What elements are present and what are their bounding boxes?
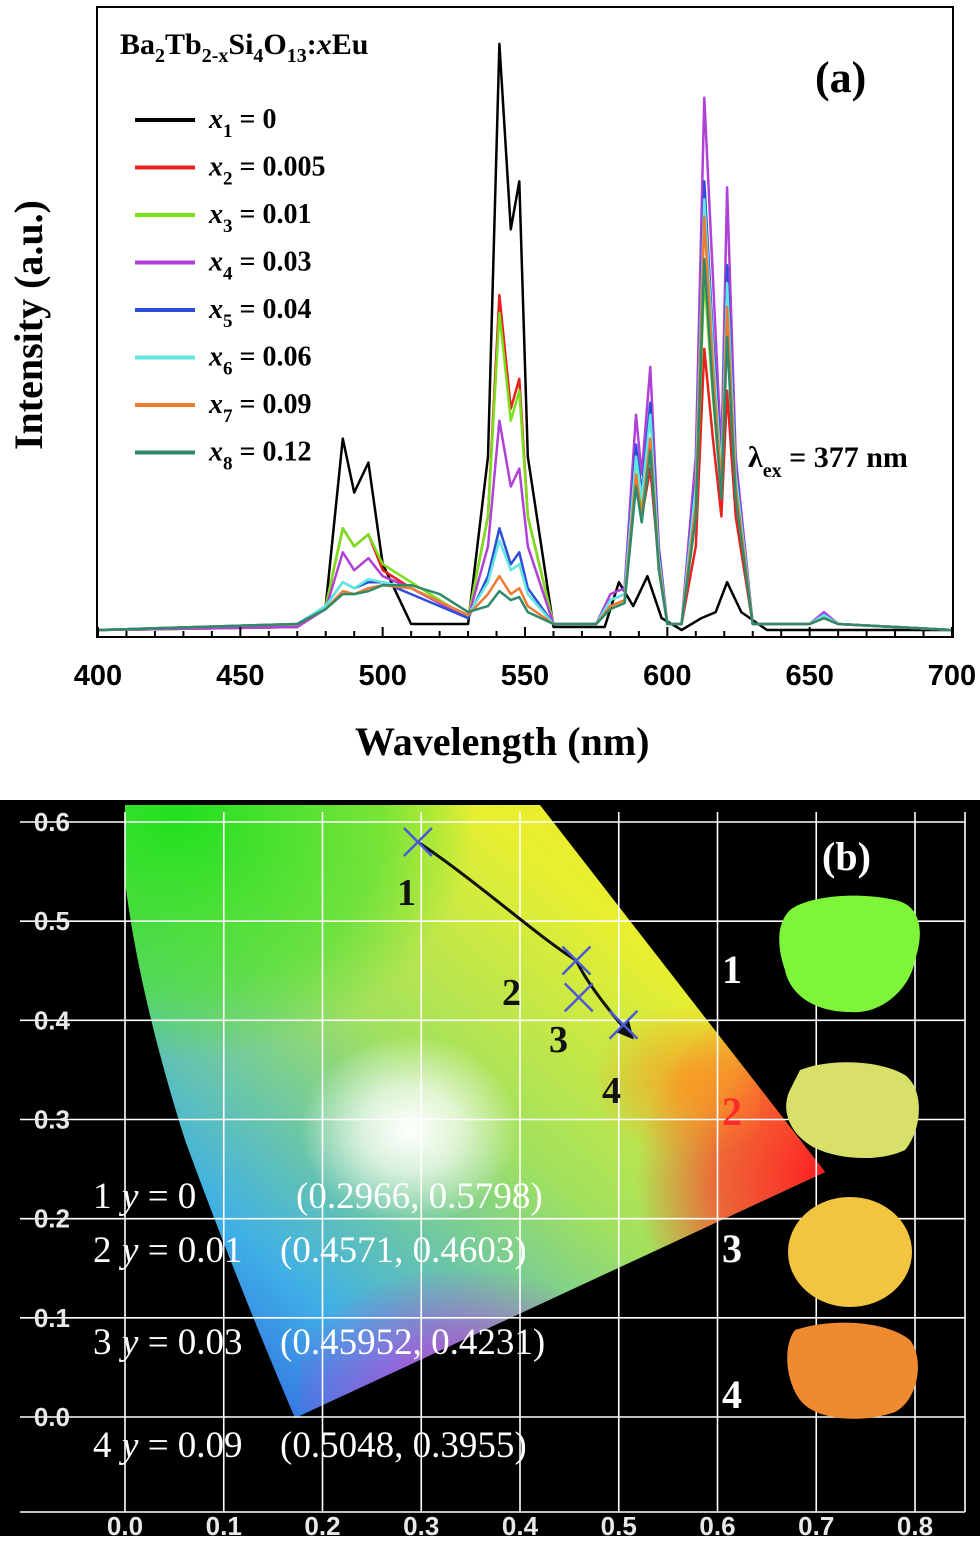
x-tick-label: 500 bbox=[358, 660, 406, 692]
y-tick-label: 0.3 bbox=[34, 1105, 70, 1135]
sample-photos bbox=[779, 895, 920, 1419]
y-tick-label: 0.4 bbox=[34, 1005, 71, 1035]
x-tick-label: 650 bbox=[785, 660, 833, 692]
x-axis-ticks: 400 450 500 550 600 650 700 bbox=[74, 627, 976, 692]
series-line-8 bbox=[97, 257, 953, 632]
photo-label-1: 1 bbox=[722, 947, 742, 992]
photo-label-4: 4 bbox=[722, 1372, 742, 1417]
cie-point-2 bbox=[561, 945, 592, 976]
point-label-4: 4 bbox=[602, 1070, 621, 1112]
panel-b: 0.0 0.1 0.2 0.3 0.4 0.5 0.6 0.0 0.1 0.2 0.3 0.4 0.5 0… bbox=[0, 800, 980, 1541]
legend-entry-8: x8 = 0.12 bbox=[208, 437, 311, 475]
point-label-2: 2 bbox=[502, 972, 521, 1014]
y-tick-label: 0.5 bbox=[34, 906, 70, 936]
trajectory-arrow bbox=[417, 840, 634, 1040]
legend-entry-7: x7 = 0.09 bbox=[208, 389, 311, 427]
legend-entry-1: x1 = 0 bbox=[208, 104, 276, 142]
cie-points bbox=[403, 827, 639, 1040]
x-tick-label: 550 bbox=[501, 660, 549, 692]
x-tick-label: 0.6 bbox=[699, 1511, 735, 1536]
y-tick-label: 0.2 bbox=[34, 1204, 70, 1234]
x-tick-label: 0.5 bbox=[601, 1511, 637, 1536]
legend-entry-6: x6 = 0.06 bbox=[208, 342, 311, 380]
x-tick-label: 0.0 bbox=[107, 1511, 143, 1536]
legend-entry-5: x5 = 0.04 bbox=[208, 294, 311, 332]
x-tick-label: 450 bbox=[216, 660, 264, 692]
point-label-1: 1 bbox=[397, 872, 416, 914]
excitation-label: λex = 377 nm bbox=[748, 441, 908, 482]
x-tick-label: 0.4 bbox=[502, 1511, 539, 1536]
photo-label-3: 3 bbox=[722, 1226, 742, 1271]
x-tick-label: 700 bbox=[928, 660, 976, 692]
y-axis-title: Intensity (a.u.) bbox=[6, 200, 51, 450]
x-tick-label: 0.8 bbox=[897, 1511, 933, 1536]
formula-title: Ba2Tb2-xSi4O13:xEu bbox=[120, 28, 368, 67]
panel-label-a: (a) bbox=[815, 53, 866, 102]
panel-a: 400 450 500 550 600 650 700 Wavelength (nm) In… bbox=[6, 6, 976, 764]
legend-entry-4: x4 = 0.03 bbox=[208, 247, 311, 285]
spectra-group bbox=[97, 42, 953, 632]
legend-entry-2: x2 = 0.005 bbox=[208, 152, 325, 190]
panel-label-b: (b) bbox=[822, 834, 871, 879]
x-tick-label: 0.3 bbox=[403, 1511, 439, 1536]
x-tick-label: 600 bbox=[643, 660, 691, 692]
sample-photo-2 bbox=[786, 1062, 919, 1159]
x-tick-label: 0.1 bbox=[206, 1511, 242, 1536]
series-line-1 bbox=[97, 42, 952, 632]
y-tick-label: 0.1 bbox=[34, 1303, 70, 1333]
trajectory-line bbox=[417, 840, 634, 1040]
cie-point-4 bbox=[608, 1009, 639, 1040]
x-tick-label: 400 bbox=[74, 660, 122, 692]
sample-photo-4 bbox=[787, 1322, 918, 1419]
x-tick-label: 0.7 bbox=[798, 1511, 834, 1536]
sample-photo-3 bbox=[788, 1197, 912, 1307]
y-tick-label: 0.6 bbox=[34, 807, 70, 837]
x-axis-title: Wavelength (nm) bbox=[355, 719, 649, 764]
sample-photo-1 bbox=[779, 895, 920, 1013]
cie-point-3 bbox=[563, 982, 594, 1013]
point-label-3: 3 bbox=[549, 1019, 568, 1061]
y-tick-label: 0.0 bbox=[34, 1402, 70, 1432]
x-tick-label: 0.2 bbox=[304, 1511, 340, 1536]
cie-point-1 bbox=[403, 827, 433, 857]
photo-label-2: 2 bbox=[722, 1089, 742, 1134]
legend: x1 = 0 x2 = 0.005 x3 = 0.01 x4 = 0.03 x5 = 0… bbox=[135, 104, 325, 475]
legend-entry-3: x3 = 0.01 bbox=[208, 199, 311, 237]
